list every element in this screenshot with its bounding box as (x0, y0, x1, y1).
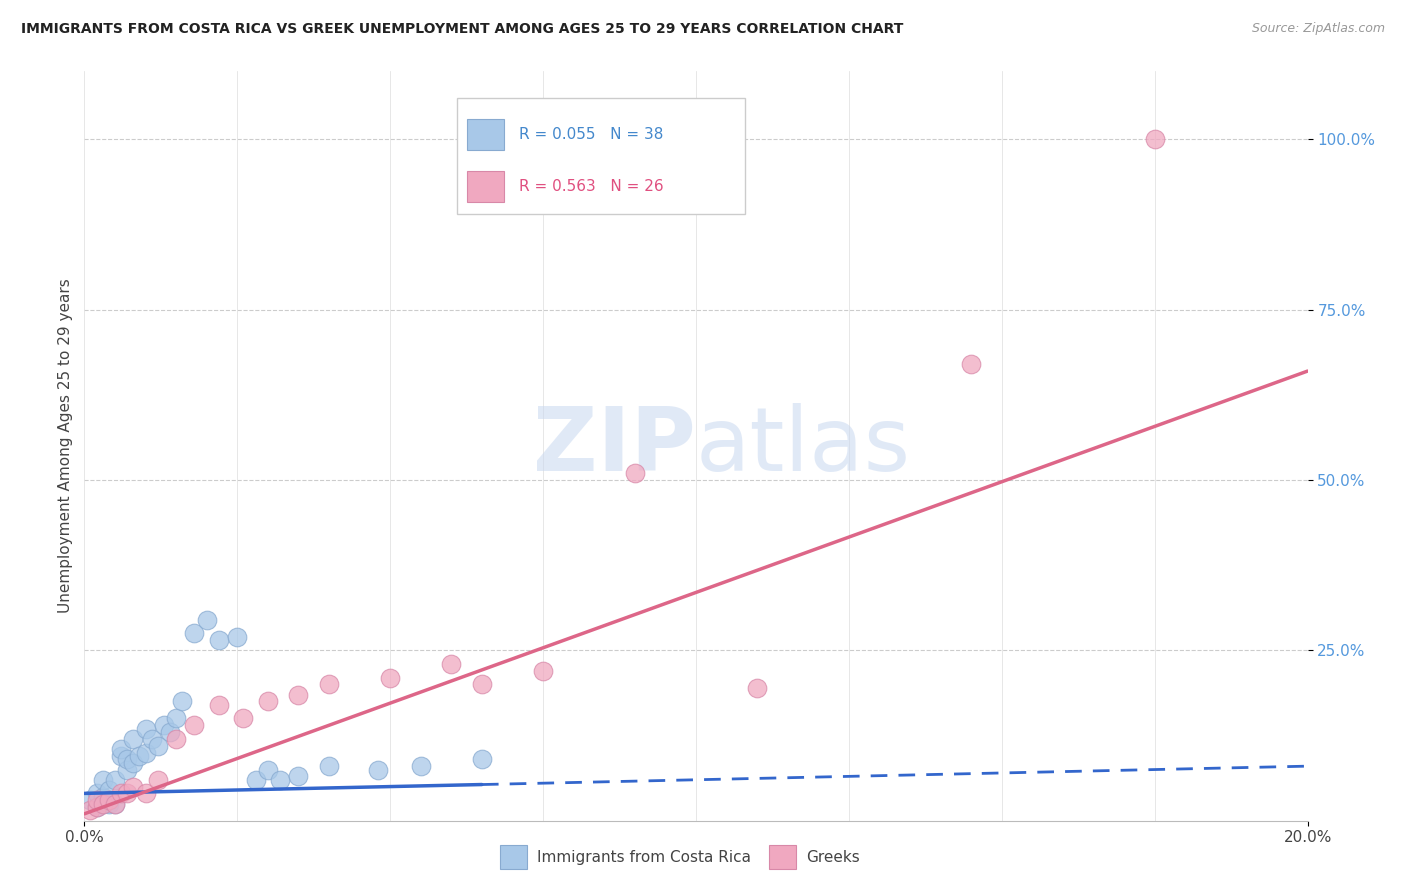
Point (91, 797, 114, 811)
Point (104, 772, 127, 787)
Y-axis label: Unemployment Among Ages 25 to 29 years: Unemployment Among Ages 25 to 29 years (58, 278, 73, 614)
Point (471, 677, 494, 691)
Point (97, 797, 120, 811)
Point (122, 780, 145, 794)
Point (146, 772, 169, 787)
Point (208, 633, 231, 648)
Point (172, 694, 194, 708)
Point (380, 671, 402, 685)
Point (110, 786, 132, 800)
Text: Greeks: Greeks (806, 850, 860, 865)
Point (153, 718, 176, 732)
Point (165, 731, 187, 746)
Text: Source: ZipAtlas.com: Source: ZipAtlas.com (1251, 22, 1385, 36)
Point (110, 742, 132, 756)
Point (115, 786, 138, 800)
FancyBboxPatch shape (457, 97, 745, 214)
Point (141, 731, 163, 746)
Point (135, 722, 157, 736)
Point (409, 759, 432, 773)
Point (91, 789, 114, 804)
Point (269, 772, 291, 787)
Point (287, 769, 309, 783)
Point (86, 800, 108, 814)
Point (287, 688, 309, 702)
Point (318, 759, 340, 773)
Point (367, 763, 389, 777)
Point (97, 783, 120, 797)
Point (1143, 132, 1166, 146)
Point (115, 752, 138, 766)
Point (86, 800, 108, 814)
Bar (467, 171, 503, 202)
Point (226, 630, 249, 644)
Point (159, 725, 181, 739)
Point (91, 797, 114, 811)
Bar (467, 119, 503, 150)
Bar (501, 846, 527, 870)
Text: atlas: atlas (696, 402, 911, 490)
Point (257, 763, 280, 777)
Point (79, 793, 101, 807)
Point (257, 694, 280, 708)
Text: Immigrants from Costa Rica: Immigrants from Costa Rica (537, 850, 751, 865)
Point (122, 731, 145, 746)
Point (97, 793, 120, 807)
Point (747, 681, 769, 695)
Point (232, 711, 254, 725)
Point (115, 763, 138, 777)
Point (208, 698, 231, 712)
Point (135, 786, 157, 800)
Point (624, 467, 647, 481)
Point (97, 793, 120, 807)
Point (110, 748, 132, 763)
Text: IMMIGRANTS FROM COSTA RICA VS GREEK UNEMPLOYMENT AMONG AGES 25 TO 29 YEARS CORRE: IMMIGRANTS FROM COSTA RICA VS GREEK UNEM… (21, 22, 904, 37)
Point (104, 797, 127, 811)
Point (245, 772, 267, 787)
Point (86, 793, 108, 807)
Point (183, 626, 205, 640)
Point (128, 748, 150, 763)
Text: R = 0.563   N = 26: R = 0.563 N = 26 (519, 179, 664, 194)
Point (960, 357, 983, 371)
Point (531, 664, 554, 678)
Point (86, 786, 108, 800)
Point (165, 711, 187, 725)
Point (195, 613, 218, 627)
Point (79, 804, 101, 818)
Point (146, 739, 169, 753)
Text: R = 0.055   N = 38: R = 0.055 N = 38 (519, 127, 664, 142)
Point (471, 752, 494, 766)
Point (104, 797, 127, 811)
Bar (769, 846, 796, 870)
Point (440, 657, 463, 671)
Point (318, 677, 340, 691)
Point (183, 718, 205, 732)
Point (135, 746, 157, 760)
Text: ZIP: ZIP (533, 402, 696, 490)
Point (122, 756, 145, 770)
Point (91, 772, 114, 787)
